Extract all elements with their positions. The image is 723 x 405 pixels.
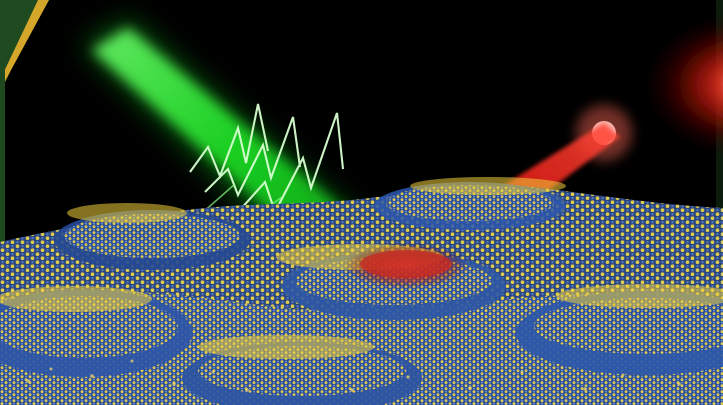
green-wave-pulses: [189, 103, 345, 215]
frame-left-border: [0, 0, 5, 405]
foreground-sparkles: [26, 359, 681, 392]
red-excitation-spot: [360, 250, 452, 278]
